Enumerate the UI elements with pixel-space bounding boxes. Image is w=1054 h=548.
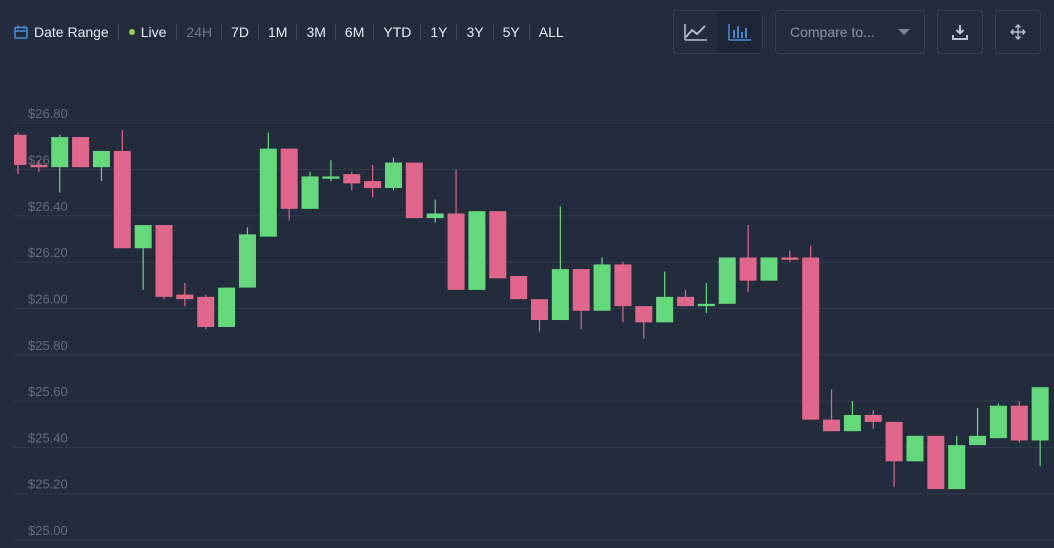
candle-body: [739, 257, 757, 281]
candle-body: [364, 181, 382, 189]
y-tick-label: $25.80: [28, 338, 68, 353]
range-button[interactable]: ALL: [538, 24, 564, 40]
candle-body: [718, 257, 736, 304]
candle-body: [176, 294, 194, 300]
range-button[interactable]: 24H: [177, 24, 223, 40]
candle-body: [51, 137, 69, 168]
candle-body: [1031, 387, 1049, 441]
live-dot: [128, 29, 135, 35]
candle-body: [760, 257, 778, 281]
line-chart-button[interactable]: [674, 11, 718, 53]
candle-body: [238, 234, 256, 288]
candle-body: [280, 148, 298, 209]
y-tick-label: $26.00: [28, 291, 68, 306]
candle-body: [864, 414, 882, 422]
range-button[interactable]: 1Y: [421, 24, 458, 40]
range-button[interactable]: 6M: [336, 24, 375, 40]
candles: [14, 130, 1049, 490]
calendar-icon: [14, 25, 28, 39]
y-tick-label: $25.40: [28, 430, 68, 445]
range-button[interactable]: 3M: [297, 24, 336, 40]
range-button[interactable]: 1M: [259, 24, 298, 40]
candle-body: [697, 303, 715, 307]
candle-body: [343, 174, 361, 184]
candle-body: [802, 257, 820, 420]
candle-body: [405, 162, 423, 219]
candle-body: [635, 306, 653, 323]
candle-body: [447, 213, 465, 290]
candle-body: [781, 257, 799, 260]
candle-body: [72, 137, 90, 168]
y-tick-label: $25.00: [28, 523, 68, 538]
candle-body: [92, 150, 110, 168]
candle-body: [593, 264, 611, 311]
y-tick-label: $25.20: [28, 477, 68, 492]
toolbar: Date Range Live 24H 7D 1M 3M 6M YTD 1Y 3Y 5Y ALL: [14, 20, 573, 44]
candle-body: [551, 269, 569, 321]
download-icon: [952, 25, 968, 40]
range-button[interactable]: 5Y: [494, 24, 530, 40]
candle-body: [468, 211, 486, 290]
grid: $25.00 $25.20 $25.40 $25.60 $25.80 $26.00 $26.…: [14, 106, 1054, 541]
candle-body: [948, 445, 966, 490]
range-button[interactable]: YTD: [374, 24, 422, 40]
live-button[interactable]: Live: [119, 24, 178, 40]
candle-body: [572, 269, 590, 311]
y-tick-label: $26.20: [28, 245, 68, 260]
candle-body: [510, 276, 528, 300]
chart-type-toggle: [673, 10, 763, 54]
candle-body: [113, 150, 131, 249]
candle-chart-button[interactable]: [718, 11, 762, 53]
candle-body: [426, 213, 444, 219]
date-range-label: Date Range: [34, 24, 109, 40]
line-icon: [684, 24, 707, 41]
candle-body: [301, 176, 319, 209]
candle-body: [906, 435, 924, 462]
candle-body: [843, 414, 861, 432]
candle-body: [823, 419, 841, 432]
candle-body: [259, 148, 277, 237]
candle-body: [384, 162, 402, 189]
candle-body: [927, 435, 945, 490]
download-button[interactable]: [937, 10, 983, 54]
candle-body: [531, 299, 548, 321]
dropdown-caret: [898, 28, 910, 35]
candle-body: [614, 264, 632, 307]
compare-placeholder: Compare to...: [790, 24, 875, 40]
candle-body: [489, 211, 507, 279]
candle-body: [218, 287, 236, 327]
candle-body: [656, 296, 674, 323]
candle-body: [155, 225, 173, 297]
candle-body: [197, 296, 215, 327]
candle-body: [677, 296, 695, 307]
candle-body: [322, 176, 340, 179]
candle-body: [1010, 405, 1028, 441]
range-button[interactable]: 7D: [222, 24, 259, 40]
candle-body: [14, 134, 27, 165]
candle-body: [969, 435, 987, 446]
range-buttons: 24H 7D 1M 3M 6M YTD 1Y 3Y 5Y ALL: [177, 24, 572, 40]
date-range-button[interactable]: Date Range: [14, 24, 119, 40]
range-button[interactable]: 3Y: [457, 24, 494, 40]
compare-dropdown[interactable]: Compare to...: [775, 10, 925, 54]
y-tick-label: $26.80: [28, 106, 68, 121]
y-tick-label: $26.40: [28, 199, 68, 214]
move-icon: [1010, 24, 1026, 40]
y-tick-label: $25.60: [28, 384, 68, 399]
candle-body: [885, 421, 903, 462]
live-label: Live: [140, 24, 167, 40]
candle-body: [989, 405, 1007, 439]
move-button[interactable]: [995, 10, 1041, 54]
candle-icon: [728, 24, 751, 41]
candle-body: [134, 225, 152, 249]
candle-body: [30, 164, 48, 168]
